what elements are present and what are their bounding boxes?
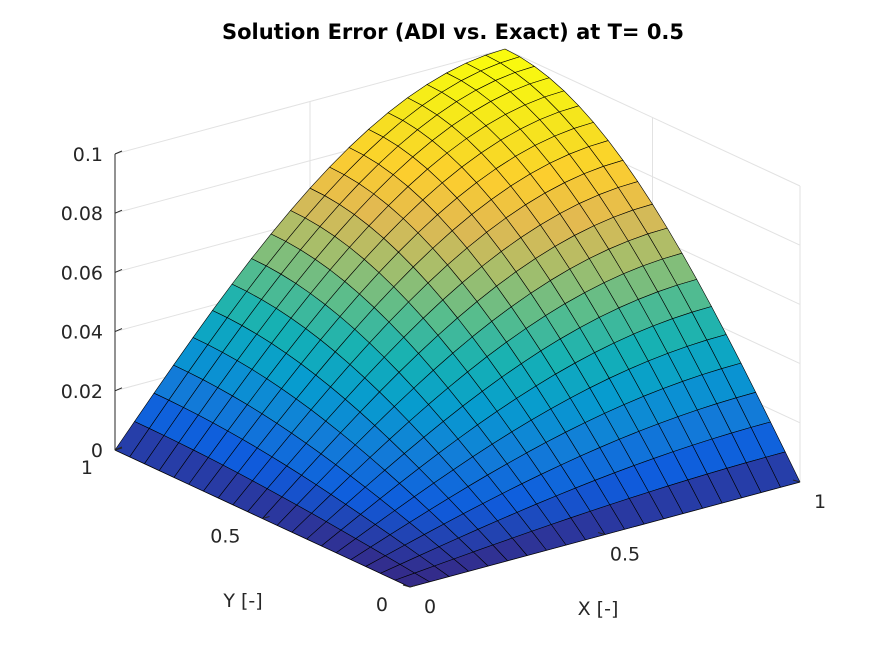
y-tick-mark	[409, 584, 418, 588]
surface-facet	[394, 572, 430, 588]
z-tick-mark	[114, 387, 123, 392]
x-tick-label: 0.5	[610, 544, 640, 566]
y-tick-mark	[114, 447, 123, 451]
x-tick-mark	[597, 532, 606, 535]
z-tick-label: 0.06	[61, 262, 103, 284]
z-tick-label: 0.1	[73, 144, 103, 166]
z-tick-label: 0	[91, 440, 103, 462]
x-axis-label: X [-]	[578, 598, 619, 620]
z-tick-label: 0.02	[61, 381, 103, 403]
chart-title: Solution Error (ADI vs. Exact) at T= 0.5	[222, 20, 684, 44]
y-tick-label: 1	[81, 457, 93, 479]
z-tick-mark	[114, 150, 123, 155]
y-tick-mark	[262, 516, 270, 519]
z-tick-mark	[114, 209, 123, 214]
z-tick-label: 0.04	[61, 322, 103, 344]
x-tick-label: 0	[424, 596, 436, 618]
z-tick-mark	[114, 268, 123, 273]
x-axis-ticks: 00.51	[402, 479, 826, 618]
y-axis-label: Y [-]	[222, 590, 262, 612]
y-axis-ticks: 00.51	[81, 447, 418, 616]
x-tick-mark	[792, 479, 801, 483]
z-tick-label: 0.08	[61, 203, 103, 225]
x-tick-mark	[402, 584, 411, 588]
x-tick-label: 1	[814, 491, 826, 513]
y-tick-label: 0	[376, 594, 388, 616]
y-tick-label: 0.5	[210, 526, 240, 548]
z-axis-ticks: 0 0.02 0.04 0.06 0.08 0.1	[61, 144, 123, 462]
surface-mesh	[114, 48, 801, 588]
z-tick-mark	[114, 328, 123, 333]
